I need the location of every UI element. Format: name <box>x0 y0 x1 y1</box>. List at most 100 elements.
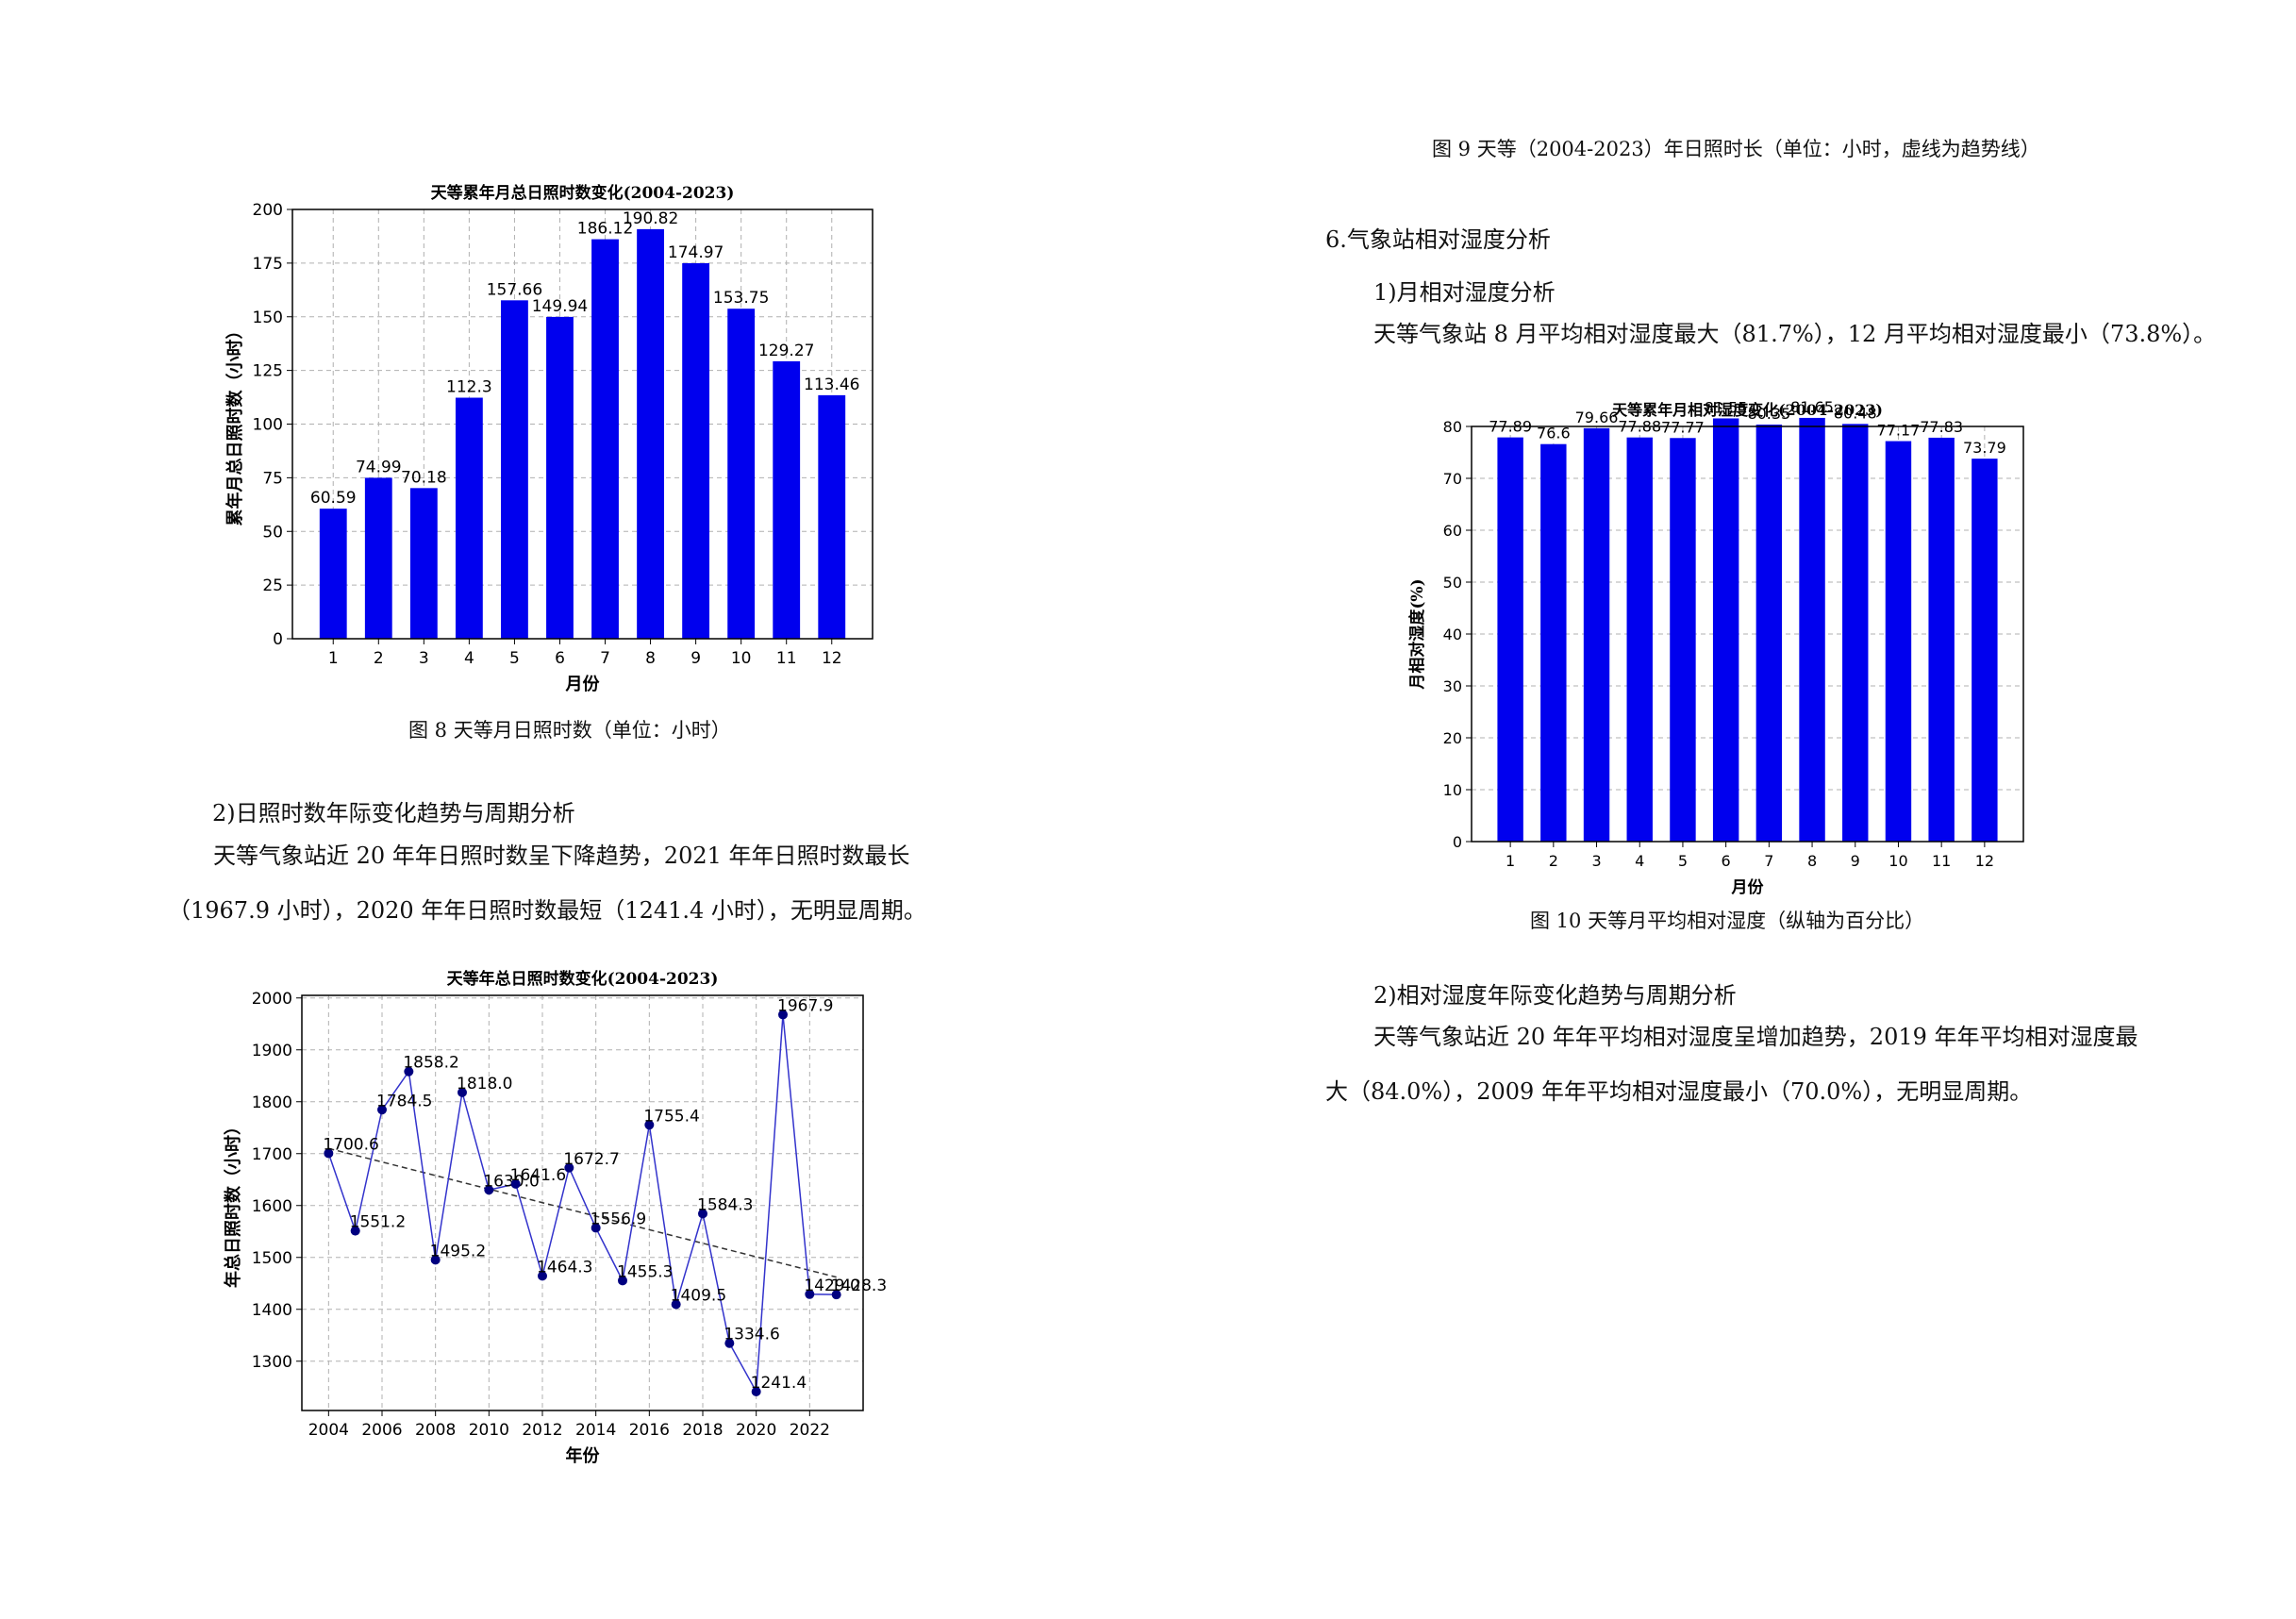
y-tick-label: 1700 <box>252 1145 292 1164</box>
x-tick-label: 2018 <box>682 1421 723 1440</box>
data-point <box>618 1276 627 1286</box>
y-tick-label: 200 <box>253 201 283 220</box>
y-tick-label: 0 <box>1453 833 1462 851</box>
chart-title: 天等年总日照时数变化(2004-2023) <box>447 969 719 989</box>
x-tick-label: 12 <box>1975 852 1994 870</box>
bar-value-label: 80.48 <box>1834 404 1877 422</box>
bar-value-label: 81.65 <box>1790 398 1834 416</box>
plot-frame <box>291 209 873 640</box>
point-value-label: 1584.3 <box>697 1195 753 1214</box>
x-tick-label: 8 <box>1807 852 1817 870</box>
bar <box>501 300 528 639</box>
data-point <box>805 1289 815 1299</box>
x-tick-label: 7 <box>600 649 610 668</box>
y-tick-label: 150 <box>253 309 283 327</box>
y-tick-label: 70 <box>1443 470 1462 488</box>
data-point <box>564 1162 574 1173</box>
point-value-label: 1784.5 <box>376 1092 432 1110</box>
bar-value-label: 77.77 <box>1661 418 1705 436</box>
point-value-label: 1241.4 <box>751 1374 807 1393</box>
y-tick-label: 10 <box>1443 781 1462 799</box>
y-tick-label: 1600 <box>252 1197 292 1216</box>
point-value-label: 1556.9 <box>591 1210 646 1228</box>
bar-value-label: 80.35 <box>1747 405 1790 423</box>
plot-frame <box>1471 426 2024 843</box>
bar <box>1842 424 1869 842</box>
point-value-label: 1967.9 <box>777 996 833 1015</box>
data-point <box>591 1223 601 1233</box>
x-tick-label: 3 <box>1591 852 1601 870</box>
point-value-label: 1858.2 <box>403 1054 458 1073</box>
x-tick-label: 6 <box>1722 852 1731 870</box>
bar-value-label: 157.66 <box>487 280 542 299</box>
x-axis-label: 年份 <box>566 1445 601 1466</box>
bar-value-label: 174.97 <box>668 243 724 262</box>
bar <box>1712 418 1739 842</box>
bar <box>364 477 392 639</box>
data-point <box>430 1255 441 1265</box>
y-tick-label: 50 <box>1443 574 1462 592</box>
section-2-paragraph: 天等气象站近 20 年年日照时数呈下降趋势，2021 年年日照时数最长（1967… <box>168 843 926 924</box>
bar <box>1885 441 1912 842</box>
bar-value-label: 153.75 <box>713 289 769 308</box>
bar-value-label: 76.6 <box>1537 425 1571 442</box>
y-tick-label: 80 <box>1443 418 1462 436</box>
x-tick-label: 2010 <box>469 1421 509 1440</box>
subsection-2-heading: 2)相对湿度年际变化趋势与周期分析 <box>1373 982 1737 1009</box>
monthly-sunshine-chart: 025507510012515017520060.5974.9970.18112… <box>225 183 873 694</box>
data-point <box>377 1105 387 1115</box>
y-tick-label: 175 <box>253 255 283 274</box>
data-point <box>698 1209 707 1219</box>
point-value-label: 1630.0 <box>483 1172 539 1191</box>
point-value-label: 1334.6 <box>724 1326 779 1344</box>
y-tick-label: 1900 <box>252 1042 292 1060</box>
data-point <box>538 1271 547 1281</box>
point-value-label: 1551.2 <box>350 1213 406 1232</box>
x-tick-label: 2022 <box>790 1421 830 1440</box>
x-tick-label: 2014 <box>575 1421 616 1440</box>
series-line <box>327 1014 837 1394</box>
bar-value-label: 70.18 <box>401 468 447 487</box>
bar <box>637 228 664 639</box>
y-tick-label: 2000 <box>252 990 292 1009</box>
bar-value-label: 60.59 <box>310 489 357 508</box>
y-tick-label: 40 <box>1443 626 1462 643</box>
x-tick-label: 10 <box>1888 852 1907 870</box>
bar <box>727 309 756 639</box>
chart-title: 天等累年月总日照时数变化(2004-2023) <box>431 183 735 203</box>
subsection-2-paragraph: 天等气象站近 20 年年平均相对湿度呈增加趋势，2019 年年平均相对湿度最大（… <box>1325 1024 2138 1105</box>
section-2-heading: 2)日照时数年际变化趋势与周期分析 <box>212 800 575 826</box>
bar-value-label: 77.17 <box>1877 422 1921 440</box>
bar-value-label: 113.46 <box>804 376 859 394</box>
bar <box>455 397 483 639</box>
bar <box>682 262 710 639</box>
bar <box>773 360 801 639</box>
x-axis-label: 月份 <box>1731 877 1765 897</box>
bar-value-label: 190.82 <box>623 209 678 228</box>
data-point <box>778 1010 788 1020</box>
data-point <box>484 1185 494 1195</box>
x-tick-label: 4 <box>1635 852 1644 870</box>
bar <box>818 394 846 639</box>
point-value-label: 1455.3 <box>617 1262 673 1281</box>
point-value-label: 1428.3 <box>831 1277 887 1295</box>
data-point <box>404 1066 414 1077</box>
bar-value-label: 74.99 <box>356 458 402 476</box>
x-tick-label: 11 <box>776 649 797 668</box>
subsection-1-heading: 1)月相对湿度分析 <box>1373 279 1556 306</box>
data-point <box>751 1386 761 1396</box>
bar-value-label: 186.12 <box>577 220 633 239</box>
point-value-label: 1818.0 <box>457 1075 512 1093</box>
y-tick-label: 60 <box>1443 522 1462 540</box>
subsection-1-paragraph: 天等气象站 8 月平均相对湿度最大（81.7%），12 月平均相对湿度最小（73… <box>1373 321 2217 347</box>
point-value-label: 1672.7 <box>563 1150 619 1169</box>
section-6-heading: 6.气象站相对湿度分析 <box>1325 226 1551 253</box>
y-tick-label: 100 <box>253 416 283 435</box>
y-axis-label: 年总日照时数（小时） <box>223 1118 243 1288</box>
data-point <box>831 1290 841 1300</box>
y-tick-label: 30 <box>1443 677 1462 695</box>
x-tick-label: 9 <box>690 649 701 668</box>
figure-8-caption: 图 8 天等月日照时数（单位：小时） <box>408 719 731 742</box>
x-tick-label: 2 <box>374 649 384 668</box>
bar <box>591 239 619 639</box>
